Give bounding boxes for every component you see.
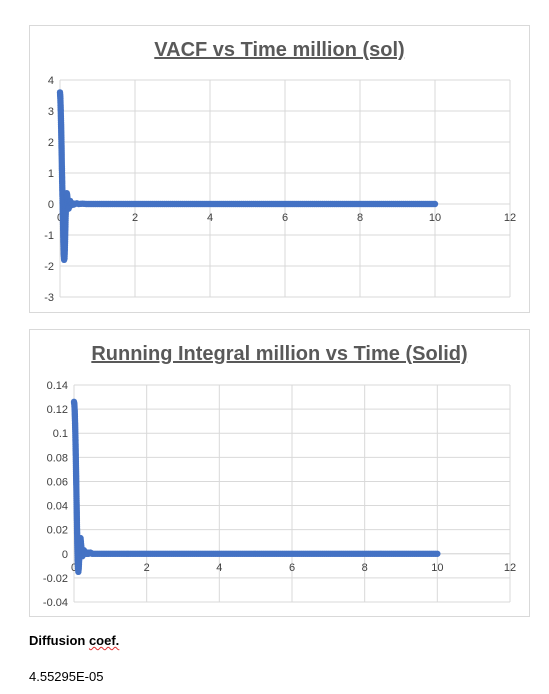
data-series: [56, 89, 439, 263]
x-tick-label: 2: [132, 212, 138, 224]
y-tick-label: 2: [48, 137, 54, 149]
y-tick-label: 1: [48, 168, 54, 180]
x-tick-label: 12: [504, 212, 516, 224]
y-tick-label: -1: [44, 230, 54, 242]
x-tick-label: 10: [429, 212, 441, 224]
x-tick-label: 8: [362, 562, 368, 574]
y-tick-label: 0.14: [47, 380, 68, 392]
vacf-chart: VACF vs Time million (sol) 4 3 2 10 -1 -2 -3 0 2…: [29, 25, 530, 313]
x-tick-label: 6: [282, 212, 288, 224]
x-tick-label: 0: [71, 562, 77, 574]
y-tick-label: -0.02: [43, 573, 68, 585]
running-integral-chart-plot: 0.140.120.10.080.060.040.020-0.02-0.040 2…: [43, 380, 516, 609]
x-tick-label: 4: [216, 562, 222, 574]
y-tick-label: 0.08: [47, 452, 68, 464]
y-tick-label: 0.04: [47, 501, 68, 513]
x-tick-label: 4: [207, 212, 213, 224]
diffusion-word: Diffusion: [29, 633, 86, 648]
data-series: [70, 398, 441, 576]
y-tick-label: -2: [44, 261, 54, 273]
y-tick-label: 0.02: [47, 525, 68, 537]
y-tick-label: 4: [48, 75, 54, 87]
running-integral-chart-title: Running Integral million vs Time (Solid): [91, 343, 468, 365]
y-tick-label: 0.1: [53, 428, 68, 440]
y-tick-label: 0.06: [47, 476, 68, 488]
y-tick-label: 0: [48, 199, 54, 211]
data-point: [431, 200, 439, 208]
data-point: [434, 550, 441, 557]
vacf-chart-title: VACF vs Time million (sol): [154, 39, 405, 61]
x-tick-label: 6: [289, 562, 295, 574]
y-tick-label: 0.12: [47, 404, 68, 416]
x-tick-label: 8: [357, 212, 363, 224]
diffusion-coef-label: Diffusion coef.: [29, 633, 119, 648]
x-tick-label: 2: [144, 562, 150, 574]
y-tick-label: 3: [48, 106, 54, 118]
running-integral-chart: Running Integral million vs Time (Solid)…: [29, 329, 530, 617]
x-tick-label: 10: [431, 562, 443, 574]
coef-word: coef.: [88, 633, 120, 648]
diffusion-coef-value: 4.55295E-05: [29, 669, 104, 684]
y-tick-label: -0.04: [43, 597, 68, 609]
y-tick-label: -3: [44, 292, 54, 304]
x-tick-label: 12: [504, 562, 516, 574]
y-tick-label: 0: [62, 549, 68, 561]
